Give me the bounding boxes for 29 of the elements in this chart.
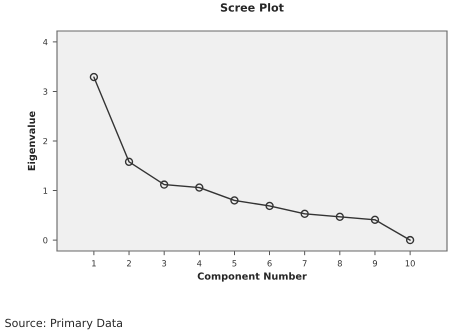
chart-title: Scree Plot	[220, 3, 284, 12]
y-tick-label: 1	[44, 188, 48, 194]
point	[265, 202, 274, 210]
x-tick-label: 3	[162, 260, 166, 266]
y-axis-title: Eigenvalue	[28, 111, 38, 170]
x-tick-label: 1	[92, 260, 96, 266]
x-axis-title: Component Number	[198, 272, 307, 282]
x-tick-label: 4	[197, 260, 202, 266]
point	[370, 216, 380, 224]
point	[406, 236, 414, 244]
point	[160, 180, 168, 189]
x-tick-label: 5	[232, 260, 236, 266]
point	[90, 72, 98, 82]
point	[336, 212, 344, 221]
y-tick-label: 3	[43, 88, 48, 95]
x-tick-label: 9	[372, 260, 378, 266]
point	[300, 210, 309, 218]
x-tick-label: 10	[406, 260, 415, 266]
point	[124, 158, 134, 166]
point	[195, 183, 204, 192]
source-note: Source: Primary Data	[5, 318, 122, 330]
y-tick-label: 4	[43, 38, 48, 46]
x-tick-label: 7	[302, 260, 307, 266]
x-tick-label: 2	[126, 260, 131, 266]
y-tick-label: 0	[43, 237, 48, 244]
x-tick-label: 8	[338, 260, 342, 266]
y-tick-label: 2	[43, 138, 48, 144]
point	[230, 196, 239, 205]
x-tick-label: 6	[268, 260, 272, 266]
